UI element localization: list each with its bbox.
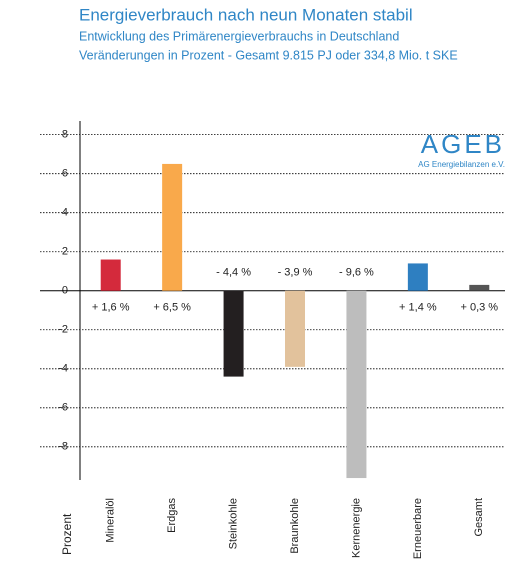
y-tick-label: -2: [58, 324, 68, 336]
x-tick-label: Erneuerbare: [412, 498, 424, 559]
bar: [407, 263, 428, 291]
bar: [223, 290, 244, 377]
value-label: - 9,6 %: [339, 267, 374, 279]
y-tick-label: -8: [58, 441, 68, 453]
bar: [285, 290, 305, 367]
bar: [100, 259, 121, 291]
y-tick-label: -4: [58, 363, 68, 375]
logo: AGEB: [421, 129, 505, 159]
bar: [469, 284, 490, 291]
value-label: + 6,5 %: [153, 302, 191, 314]
bar: [162, 163, 183, 291]
x-tick-label: Kernenergie: [350, 498, 362, 558]
chart-subtitle: Veränderungen in Prozent - Gesamt 9.815 …: [79, 48, 458, 62]
y-axis-label: Prozent: [60, 513, 74, 555]
logo-subtitle: AG Energiebilanzen e.V.: [418, 160, 505, 169]
bar: [346, 290, 367, 479]
chart-title: Energieverbrauch nach neun Monaten stabi…: [79, 5, 413, 24]
x-tick-label: Mineralöl: [105, 498, 117, 543]
value-label: - 4,4 %: [216, 267, 251, 279]
y-tick-label: -6: [58, 402, 68, 414]
value-label: - 3,9 %: [278, 267, 313, 279]
x-tick-label: Gesamt: [473, 498, 485, 537]
x-tick-label: Erdgas: [166, 498, 178, 533]
value-label: + 0,3 %: [460, 302, 498, 314]
x-tick-label: Braunkohle: [289, 498, 301, 554]
value-label: + 1,4 %: [399, 302, 437, 314]
value-label: + 1,6 %: [92, 302, 130, 314]
chart-subtitle: Entwicklung des Primärenergieverbrauchs …: [79, 29, 399, 43]
x-tick-label: Steinkohle: [227, 498, 239, 549]
